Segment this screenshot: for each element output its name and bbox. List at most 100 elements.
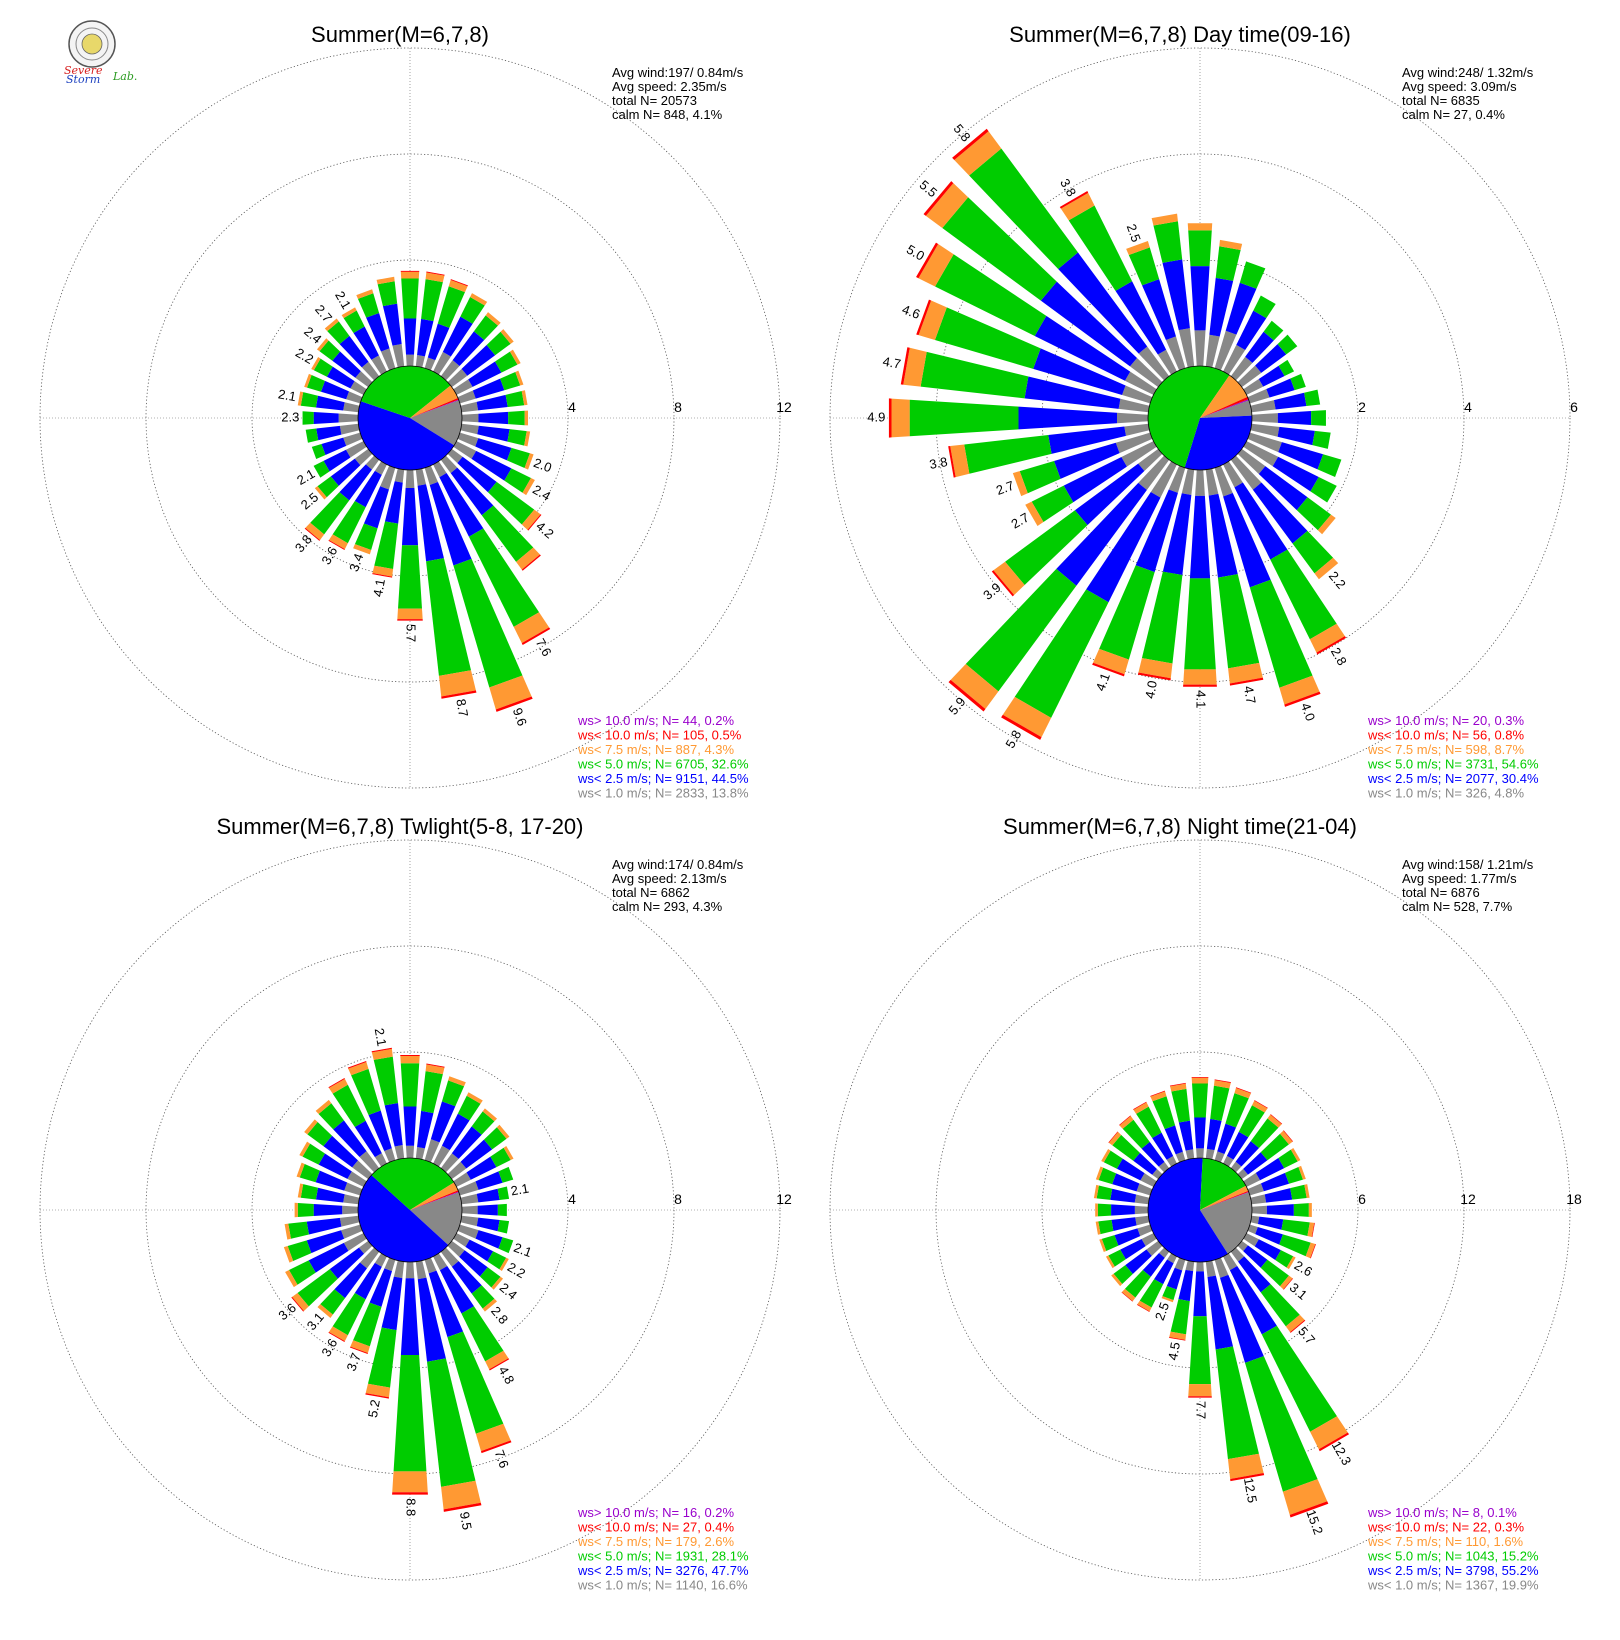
direction-total-label: 3.9 (980, 580, 1003, 603)
wind-bar-segment (1245, 1356, 1318, 1492)
wind-bar-segment (1136, 1106, 1162, 1138)
panel-title: Summer(M=6,7,8) (311, 22, 489, 47)
wind-bar-segment (1214, 1079, 1231, 1083)
wind-bar-segment (1318, 1432, 1350, 1452)
wind-bar-segment (477, 425, 510, 442)
wind-bar-segment (417, 1110, 434, 1149)
wind-bar-segment (1283, 1130, 1294, 1142)
wind-bar-segment (457, 1224, 479, 1239)
wind-bar-segment (1108, 1131, 1119, 1143)
wind-bar-segment (1111, 1273, 1123, 1287)
wind-bar-segment (1243, 1152, 1268, 1175)
wind-bar-segment (1250, 1215, 1260, 1225)
wind-bar-segment (315, 395, 345, 411)
wind-bar-segment (430, 1101, 456, 1143)
wind-bar-segment (466, 1156, 497, 1180)
wind-bar-segment (1119, 1115, 1131, 1126)
wind-bar-segment (916, 299, 932, 336)
wind-bar-segment (1234, 482, 1288, 560)
wind-bar-segment (490, 1147, 511, 1168)
wind-bar-segment (353, 1302, 382, 1347)
wind-bar-segment (341, 307, 357, 319)
wind-bar-segment (1317, 514, 1336, 535)
wind-bar-segment (380, 465, 396, 490)
wind-bar-segment (1264, 1188, 1293, 1203)
wind-bar-segment (443, 1502, 482, 1512)
wind-bar-segment (323, 449, 351, 472)
wind-bar-segment (299, 1163, 320, 1183)
wind-bar-segment (1189, 1316, 1211, 1385)
wind-bar-segment (341, 1224, 363, 1239)
wind-bar-segment (1215, 1346, 1259, 1460)
wind-bar-segment (398, 545, 422, 609)
wind-bar-segment (1101, 1148, 1111, 1163)
wind-bar-segment (326, 366, 355, 389)
wind-bar-segment (1272, 456, 1319, 492)
wind-bar-segment (1277, 426, 1315, 446)
pie-slice (410, 1192, 462, 1246)
wind-bar-segment (1184, 578, 1216, 670)
wind-bar-segment (1074, 463, 1145, 526)
wind-bar-segment (1161, 1296, 1174, 1303)
wind-bar-segment (394, 468, 405, 483)
wind-bar-segment (1266, 378, 1295, 398)
wind-bar-segment (498, 1166, 514, 1183)
wind-bar-segment (1250, 423, 1280, 437)
wind-bar-segment (315, 1187, 345, 1203)
legend-entry: ws< 7.5 m/s; N= 179, 2.6% (577, 1534, 735, 1549)
wind-bar-segment (397, 619, 423, 621)
wind-bar-segment (417, 484, 444, 562)
direction-total-label: 5.8 (1002, 728, 1024, 751)
wind-bar-segment (1194, 330, 1206, 367)
wind-bar-segment (1002, 696, 1052, 738)
direction-total-label: 4.7 (882, 354, 902, 372)
wind-bar-segment (1063, 457, 1127, 503)
wind-bar-segment (1293, 1203, 1309, 1217)
wind-bar-segment (482, 1108, 498, 1122)
wind-bar-segment (1099, 565, 1155, 660)
wind-bar-segment (424, 465, 438, 485)
wind-bar-segment (1217, 574, 1260, 669)
wind-bar-segment (485, 312, 501, 326)
wind-bar-segment (468, 528, 540, 627)
wind-bar-segment (296, 1162, 305, 1178)
stat-line: total N= 6876 (1402, 885, 1480, 900)
wind-bar-segment (1258, 466, 1308, 511)
wind-bar-segment (358, 1240, 373, 1254)
wind-bar-segment (460, 1215, 479, 1227)
pie-slice (1200, 1192, 1252, 1254)
legend-entry: ws< 5.0 m/s; N= 3731, 54.6% (1367, 757, 1539, 772)
wind-bar-segment (369, 1268, 392, 1307)
wind-bar-segment (439, 1266, 474, 1314)
wind-bar-segment (1012, 471, 1028, 497)
direction-total-label: 12.5 (1241, 1477, 1260, 1505)
direction-total-label: 9.5 (457, 1511, 475, 1531)
wind-bar-segment (406, 354, 414, 367)
wind-bar-segment (363, 486, 389, 529)
wind-bar-segment (504, 468, 531, 493)
wind-bar-segment (991, 570, 1015, 597)
pie-slice (1200, 399, 1249, 418)
wind-bar-segment (346, 391, 363, 404)
ring-tick-label: 2 (1358, 399, 1366, 415)
direction-total-label: 2.1 (294, 466, 317, 488)
wind-bar-segment (302, 1143, 325, 1165)
pie-outline (1147, 1157, 1253, 1263)
wind-bar-segment (1150, 461, 1177, 498)
wind-bar-segment (1185, 1260, 1195, 1272)
wind-bar-segment (1137, 1224, 1153, 1237)
legend-entry: ws< 2.5 m/s; N= 2077, 30.4% (1367, 771, 1539, 786)
panels: Summer(M=6,7,8) 4 8 12 2.0 2.4 4.2 7.6 9.6 8.7 5.7… (39, 22, 1582, 1593)
wind-bar-segment (461, 413, 479, 423)
wind-bar-segment (354, 1262, 382, 1300)
wind-bar-segment (452, 331, 485, 366)
wind-bar-segment (1243, 441, 1279, 467)
wind-bar-segment (1095, 1166, 1104, 1181)
wind-bar-segment (453, 379, 473, 395)
wind-bar-segment (1219, 1274, 1264, 1363)
pie-slice (1148, 366, 1230, 468)
wind-bar-segment (923, 181, 954, 216)
wind-bar-segment (461, 1205, 478, 1215)
wind-bar-segment (1137, 1300, 1152, 1312)
